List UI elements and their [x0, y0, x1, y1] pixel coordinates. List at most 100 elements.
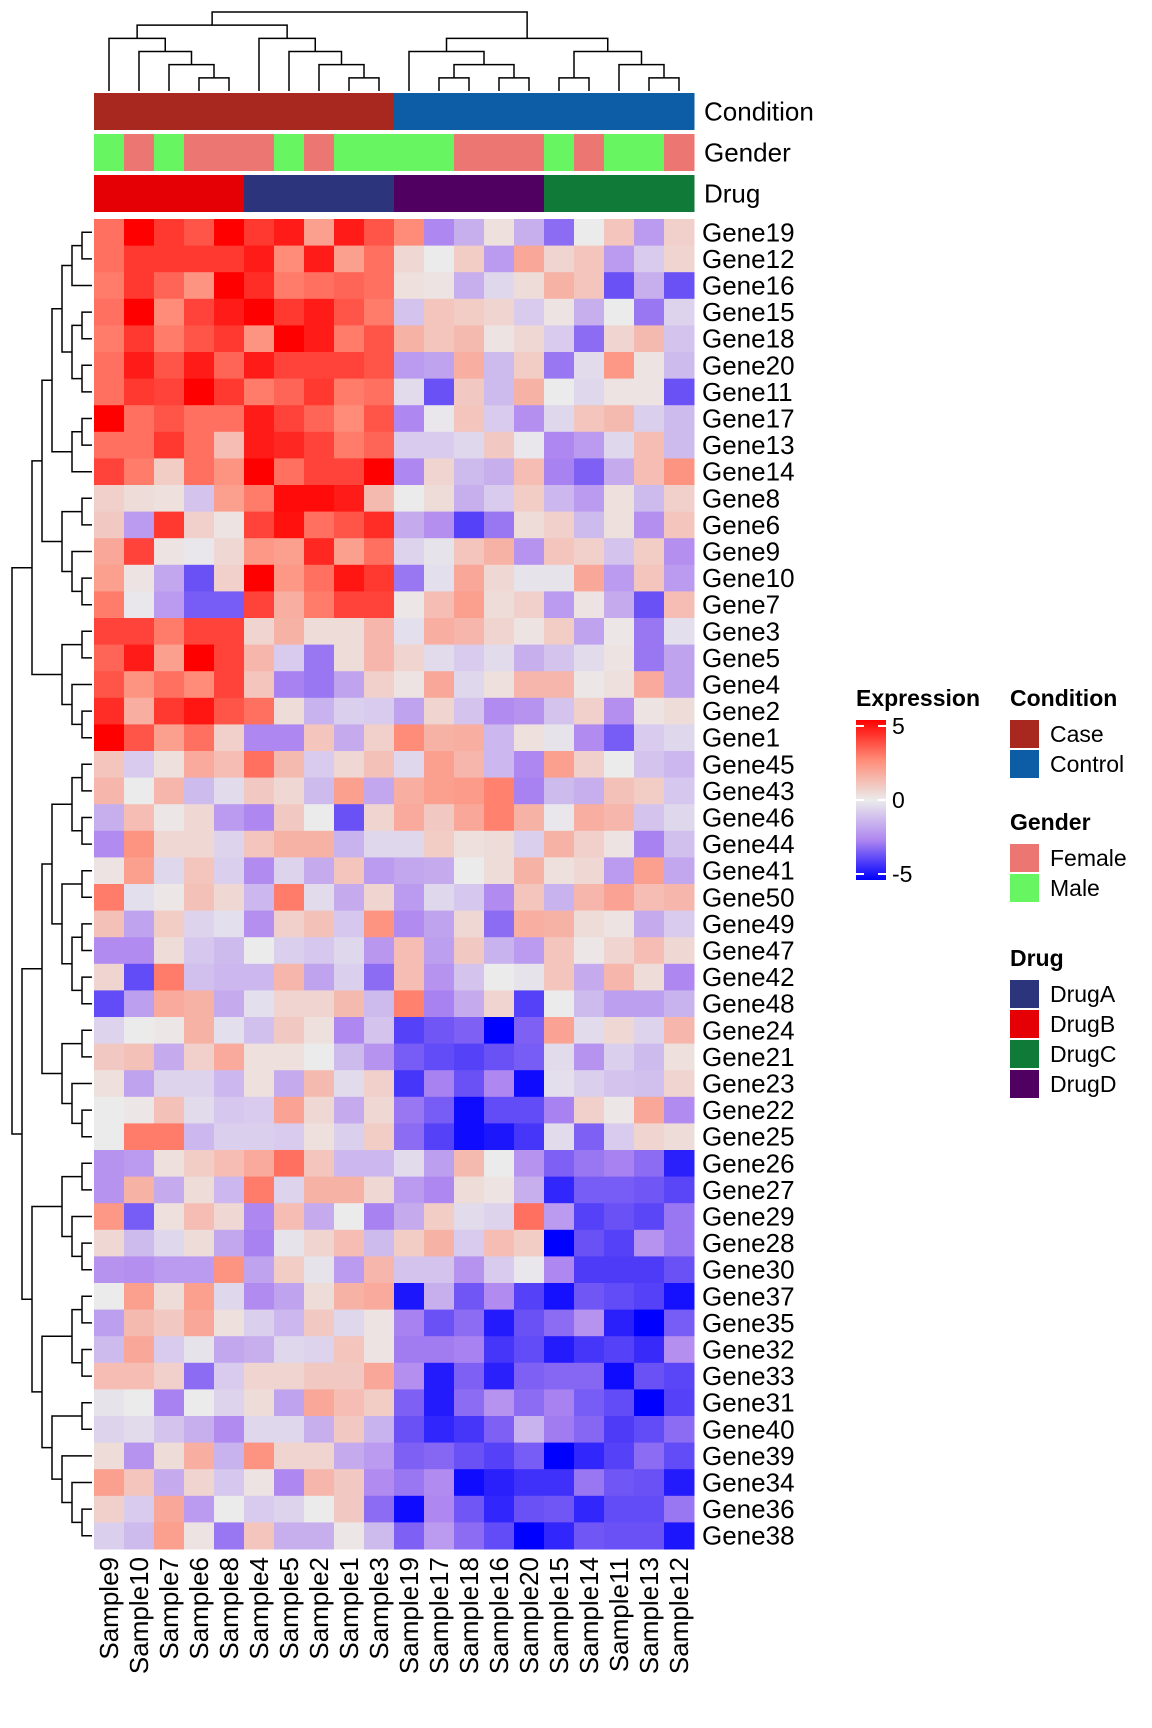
heatmap-cell: [334, 777, 365, 805]
heatmap-cell: [94, 219, 125, 247]
heatmap-cell: [454, 1123, 485, 1151]
heatmap-cell: [154, 990, 185, 1018]
heatmap-cell: [334, 378, 365, 406]
heatmap-cell: [124, 937, 155, 965]
heatmap-cell: [604, 378, 635, 406]
heatmap-cell: [604, 325, 635, 353]
heatmap-cell: [514, 884, 545, 912]
heatmap-cell: [604, 884, 635, 912]
heatmap-cell: [274, 963, 305, 991]
heatmap-cell: [94, 352, 125, 380]
row-label: Gene36: [702, 1494, 795, 1524]
heatmap-cell: [394, 405, 425, 433]
heatmap-cell: [664, 857, 695, 885]
heatmap-cell: [124, 884, 155, 912]
heatmap-cell: [394, 352, 425, 380]
heatmap-cell: [214, 1309, 245, 1337]
heatmap-cell: [514, 1229, 545, 1257]
heatmap-cell: [514, 1203, 545, 1231]
column-label: Sample14: [574, 1557, 604, 1674]
heatmap-cell: [124, 1336, 155, 1364]
heatmap-cell: [394, 485, 425, 513]
heatmap-cell: [334, 1362, 365, 1390]
heatmap-cell: [634, 591, 665, 619]
heatmap-cell: [634, 963, 665, 991]
heatmap-cell: [604, 591, 635, 619]
heatmap-cell: [664, 538, 695, 566]
heatmap-cell: [184, 564, 215, 592]
heatmap-cell: [154, 405, 185, 433]
dendrogram-branch: [445, 37, 609, 52]
heatmap-cell: [424, 857, 455, 885]
heatmap-cell: [454, 431, 485, 459]
heatmap-cell: [394, 1495, 425, 1523]
legend-title: Condition: [1010, 685, 1117, 711]
heatmap-cell: [604, 1309, 635, 1337]
heatmap-cell: [394, 963, 425, 991]
dendrogram-branch: [81, 710, 92, 739]
heatmap-cell: [514, 1017, 545, 1045]
heatmap-cell: [214, 910, 245, 938]
heatmap-cell: [214, 325, 245, 353]
annotation-legends: Condition Case Control Gender Female Male Drug…: [1010, 685, 1127, 1098]
heatmap-cell: [514, 1442, 545, 1470]
heatmap-cell: [124, 405, 155, 433]
heatmap-cell: [304, 378, 335, 406]
column-label: Sample1: [334, 1557, 364, 1660]
annotation-cell-gender: [244, 134, 275, 171]
dendrogram-branch: [71, 936, 82, 992]
heatmap-cell: [454, 1096, 485, 1124]
heatmap-cell: [274, 830, 305, 858]
heatmap-cell: [304, 671, 335, 699]
heatmap-cell: [184, 724, 215, 752]
annotation-cell-gender: [154, 134, 185, 171]
heatmap-cell: [484, 1096, 515, 1124]
heatmap-cell: [604, 857, 635, 885]
heatmap-cell: [484, 671, 515, 699]
heatmap-cell: [424, 618, 455, 646]
heatmap-cell: [124, 830, 155, 858]
heatmap-cell: [574, 990, 605, 1018]
heatmap-cell: [154, 937, 185, 965]
heatmap-cell: [664, 937, 695, 965]
legend-swatch: [1010, 980, 1039, 1008]
heatmap-cell: [664, 990, 695, 1018]
heatmap-cell: [304, 1309, 335, 1337]
heatmap-cell: [544, 485, 575, 513]
heatmap-cell: [124, 963, 155, 991]
heatmap-cell: [94, 1522, 125, 1550]
heatmap-cell: [244, 378, 275, 406]
heatmap-cell: [484, 405, 515, 433]
heatmap-cell: [124, 1495, 155, 1523]
heatmap-cell: [214, 777, 245, 805]
heatmap-cell: [154, 564, 185, 592]
heatmap-cell: [244, 804, 275, 832]
heatmap-cell: [574, 857, 605, 885]
heatmap-cell: [514, 697, 545, 725]
heatmap-cell: [124, 644, 155, 672]
heatmap-cell: [184, 511, 215, 539]
heatmap-cell: [184, 219, 215, 247]
heatmap-cell: [124, 1362, 155, 1390]
heatmap-cell: [244, 1150, 275, 1178]
heatmap-cell: [184, 1336, 215, 1364]
heatmap-cell: [184, 910, 215, 938]
heatmap-cell: [274, 751, 305, 779]
heatmap-cell: [484, 298, 515, 326]
heatmap-cell: [364, 910, 395, 938]
heatmap-cell: [274, 644, 305, 672]
heatmap-cell: [94, 1309, 125, 1337]
heatmap-cell: [364, 1522, 395, 1550]
heatmap-cell: [364, 1070, 395, 1098]
heatmap-cell: [484, 591, 515, 619]
heatmap-cell: [364, 1256, 395, 1284]
heatmap-cell: [394, 884, 425, 912]
heatmap-cell: [544, 671, 575, 699]
heatmap-cell: [364, 1229, 395, 1257]
heatmap-cell: [604, 830, 635, 858]
heatmap-cell: [154, 1096, 185, 1124]
heatmap-cell: [244, 963, 275, 991]
heatmap-cell: [454, 272, 485, 300]
color-bar-tick-label: 5: [892, 713, 905, 739]
heatmap-cell: [214, 1442, 245, 1470]
